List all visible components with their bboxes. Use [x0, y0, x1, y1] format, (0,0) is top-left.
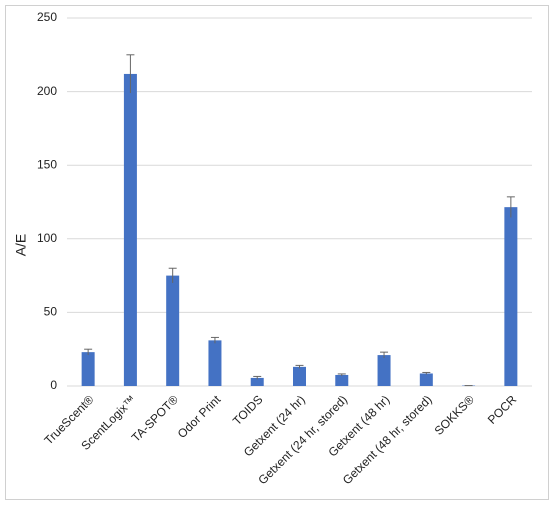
bar — [504, 207, 517, 386]
x-tick-label: SOKKS® — [432, 392, 478, 438]
bar — [335, 375, 348, 386]
bar — [378, 355, 391, 386]
bar — [124, 74, 137, 386]
bar — [166, 276, 179, 386]
bar — [82, 352, 95, 386]
y-tick-label: 200 — [37, 84, 57, 98]
bar — [293, 367, 306, 386]
x-tick-label: POCR — [485, 392, 520, 427]
y-tick-label: 50 — [44, 305, 58, 319]
y-tick-label: 100 — [37, 231, 57, 245]
x-tick-label: TOIDS — [230, 392, 266, 428]
x-tick-label: Odor Print — [175, 392, 224, 441]
y-tick-label: 0 — [50, 378, 57, 392]
bar — [420, 373, 433, 386]
bar — [208, 340, 221, 386]
y-tick-label: 150 — [37, 157, 57, 171]
y-axis-label: A/E — [13, 234, 29, 257]
y-tick-label: 250 — [37, 10, 57, 24]
